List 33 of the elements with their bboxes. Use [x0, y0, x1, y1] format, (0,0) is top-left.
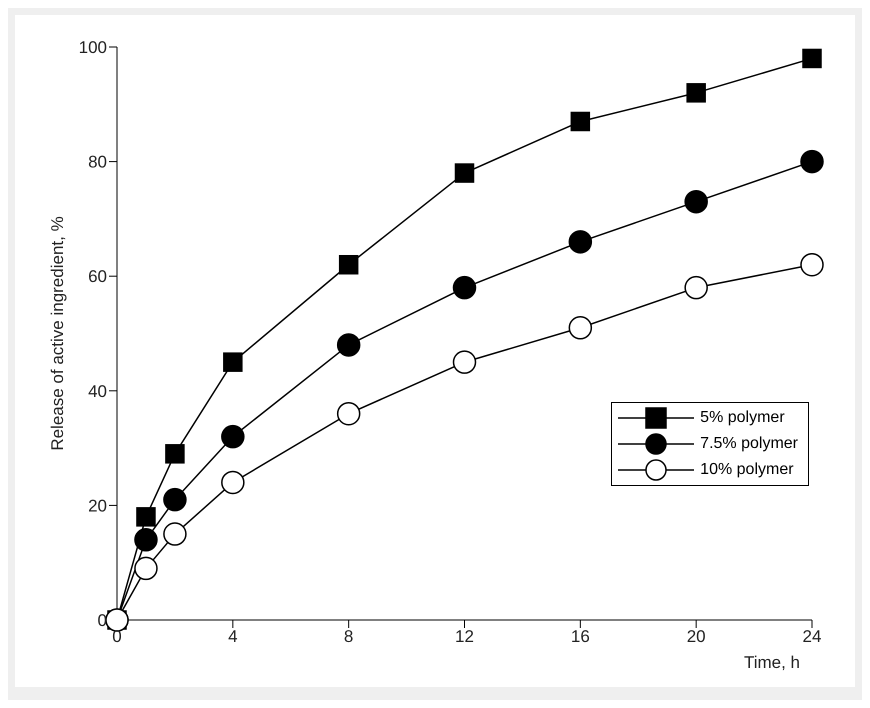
- point: [336, 333, 360, 357]
- point: [570, 112, 590, 132]
- point: [454, 163, 474, 183]
- point: [452, 276, 476, 300]
- point: [163, 488, 187, 512]
- x-tick-label: 12: [455, 627, 474, 646]
- y-tick-label: 60: [88, 267, 107, 286]
- x-tick-label: 16: [570, 627, 590, 646]
- point: [134, 528, 158, 552]
- point: [221, 424, 245, 448]
- x-tick-label: 4: [228, 627, 238, 646]
- y-tick-label: 100: [78, 38, 107, 58]
- point: [800, 150, 824, 174]
- x-tick-label: 20: [686, 627, 706, 646]
- y-tick-label: 40: [88, 382, 107, 401]
- point: [165, 444, 185, 464]
- legend-label: 10% polymer: [700, 461, 794, 479]
- point: [136, 507, 156, 527]
- x-tick-label: 24: [802, 627, 822, 646]
- y-axis-title: Release of active ingredient, %: [48, 216, 68, 451]
- legend-label: 7.5% polymer: [700, 435, 798, 453]
- x-axis-title: Time, h: [744, 653, 800, 672]
- point: [568, 230, 592, 254]
- y-tick-label: 20: [88, 496, 107, 516]
- point: [686, 83, 706, 103]
- point: [802, 48, 822, 68]
- point: [223, 352, 243, 372]
- x-tick-label: 8: [344, 627, 354, 646]
- point: [684, 190, 708, 214]
- x-tick-label: 0: [112, 627, 122, 646]
- y-tick-label: 80: [88, 152, 107, 172]
- legend-label: 5% polymer: [700, 409, 785, 427]
- point: [338, 254, 358, 274]
